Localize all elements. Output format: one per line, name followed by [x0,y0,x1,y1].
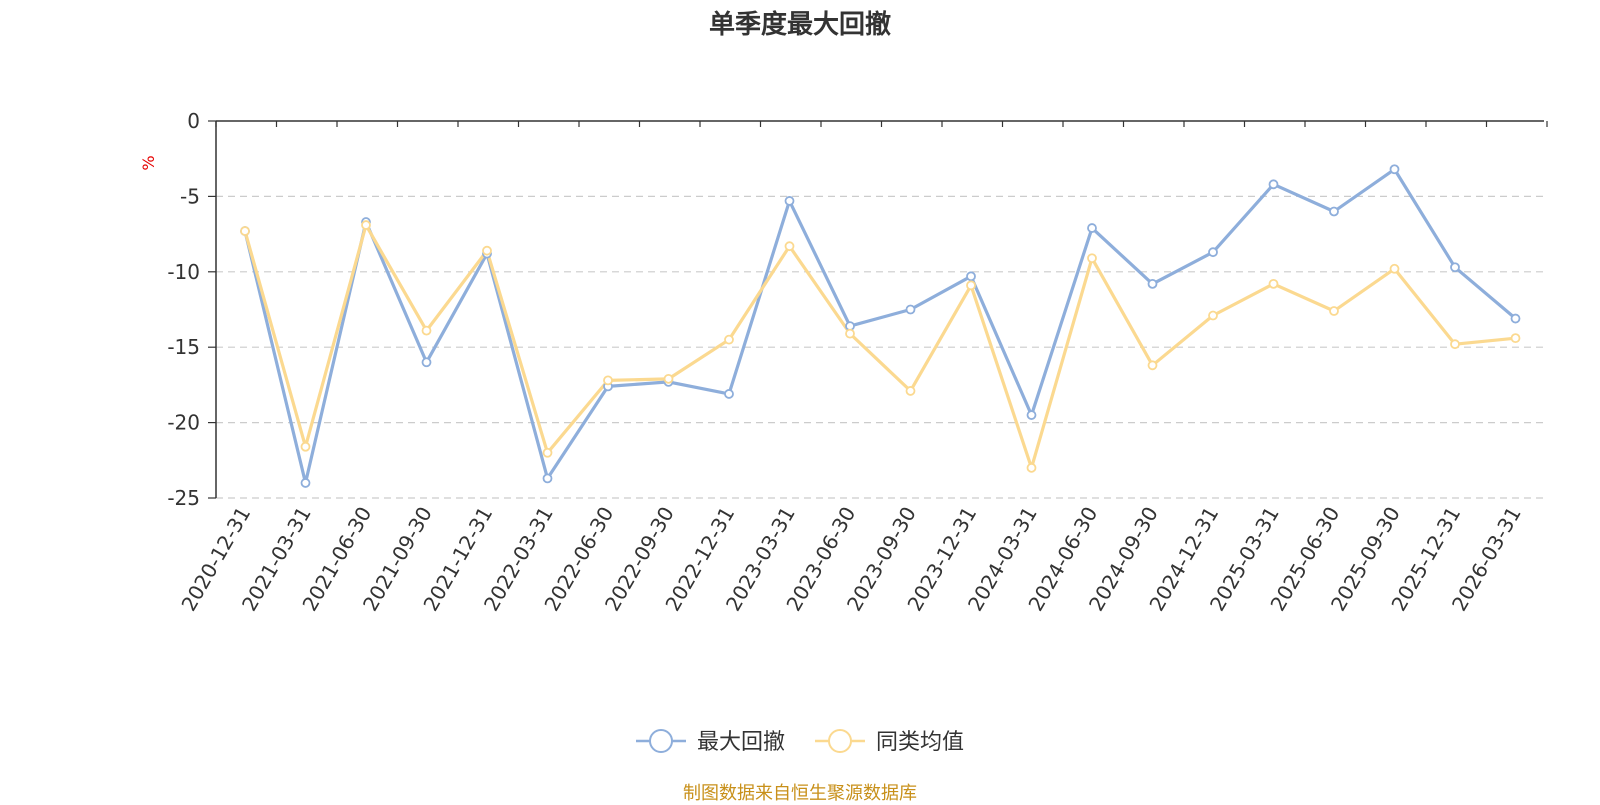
y-tick-label: -5 [180,184,200,208]
data-point [1208,310,1218,321]
data-point [300,441,311,452]
grid-lines [216,195,1544,499]
data-point [905,386,916,396]
data-point [966,280,976,291]
data-point [421,357,432,368]
legend-marker [649,729,673,753]
data-point [784,196,795,206]
data-point [1147,278,1158,289]
y-tick-label: -20 [167,411,200,435]
data-point [845,328,855,339]
data-point [482,245,492,256]
data-point [784,241,795,252]
axes: 0-5-10-15-20-252020-12-312021-03-312021-… [167,109,1548,615]
data-point [966,271,976,282]
y-tick-label: 0 [187,109,200,133]
data-point [300,478,311,488]
data-point [1389,164,1400,175]
legend-label: 最大回撤 [697,730,785,755]
y-axis-unit-label: % [139,155,158,170]
data-point [1510,333,1521,344]
series-line-1 [243,223,1516,470]
data-point [905,304,916,315]
y-tick-label: -10 [167,260,200,284]
data-point [1389,263,1400,274]
data-point [1329,206,1339,217]
data-point [240,226,250,236]
data-point [1268,179,1279,190]
data-point [361,220,371,230]
data-point [1268,278,1279,289]
chart-title: 单季度最大回撤 [708,10,891,40]
data-point [1329,306,1339,316]
y-tick-label: -25 [167,486,200,510]
data-point [663,373,674,384]
data-point [1087,223,1097,233]
data-point [542,447,553,458]
data-point [724,389,734,399]
data-point [1026,410,1037,420]
legend-label: 同类均值 [876,730,964,755]
data-point [1450,262,1460,273]
legend-marker [828,729,852,753]
data-point [542,473,553,484]
data-point [603,375,613,386]
source-note: 制图数据来自恒生聚源数据库 [683,783,917,804]
series-lines [240,164,1521,488]
y-tick-label: -15 [167,335,200,359]
data-point [421,325,432,336]
data-point [1510,313,1521,324]
series-line-0 [243,167,1517,485]
legend: 最大回撤 同类均值 [636,729,964,755]
data-point [1147,360,1158,371]
data-point [1208,247,1218,258]
data-point [1087,253,1097,264]
data-point [724,334,734,345]
data-point [1450,339,1460,350]
data-point [1026,462,1037,473]
